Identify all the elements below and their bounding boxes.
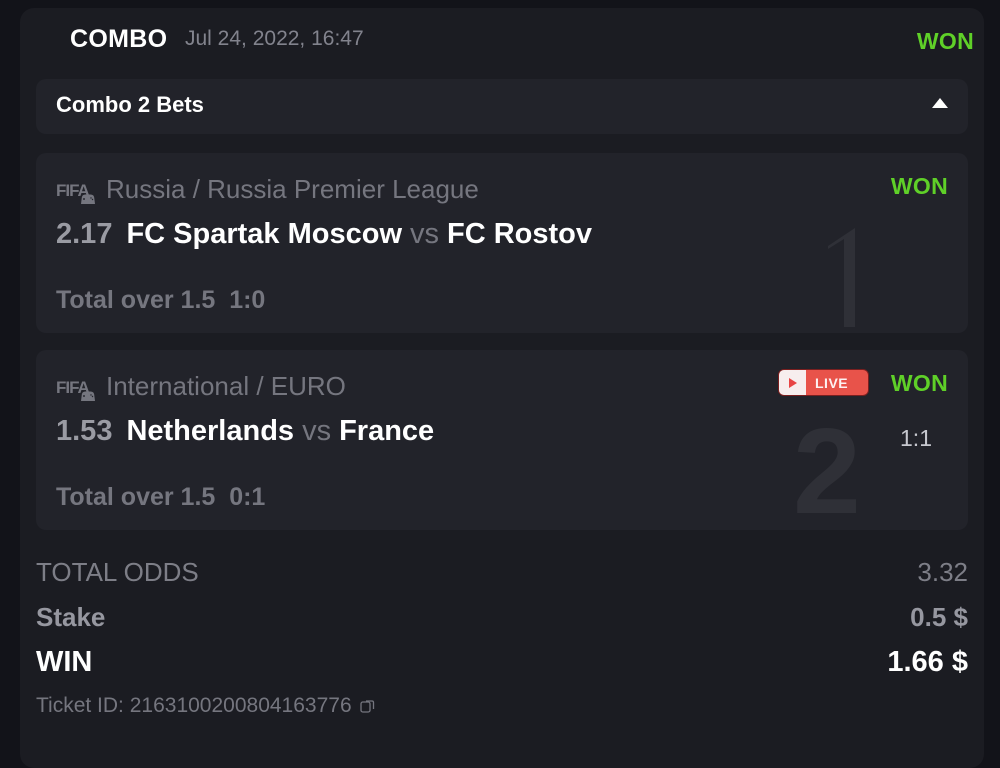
svg-text:2: 2 (793, 421, 861, 524)
